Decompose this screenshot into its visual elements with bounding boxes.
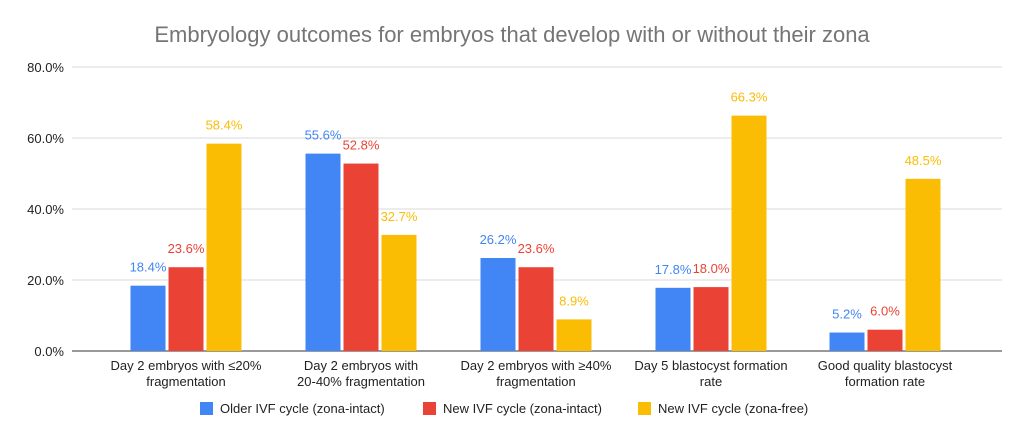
bar xyxy=(556,319,592,351)
legend-swatch xyxy=(423,402,436,415)
bar xyxy=(693,287,729,351)
x-axis: Day 2 embryos with ≤20% fragmentation Day … xyxy=(111,358,953,389)
legend: Older IVF cycle (zona-intact) New IVF cyc… xyxy=(200,401,808,416)
bar xyxy=(168,267,204,351)
chart-title: Embryology outcomes for embryos that dev… xyxy=(154,22,870,47)
bar xyxy=(130,285,166,351)
bars xyxy=(130,115,941,351)
legend-label: New IVF cycle (zona-intact) xyxy=(443,401,602,416)
bar xyxy=(381,234,417,351)
data-label: 48.5% xyxy=(905,153,942,168)
bar xyxy=(343,163,379,351)
data-label: 17.8% xyxy=(655,262,692,277)
bar xyxy=(480,257,516,351)
x-tick-label: Good quality blastocyst formation rate xyxy=(818,358,953,389)
y-tick-label: 40.0% xyxy=(27,202,64,217)
y-tick-label: 60.0% xyxy=(27,131,64,146)
legend-swatch xyxy=(638,402,651,415)
bar xyxy=(655,287,691,351)
data-label: 6.0% xyxy=(870,304,900,319)
data-label: 18.0% xyxy=(693,261,730,276)
x-tick-label: Day 5 blastocyst formation rate xyxy=(634,358,787,389)
x-tick-label: Day 2 embryos with ≤20% fragmentation xyxy=(111,358,262,389)
bar xyxy=(206,143,242,351)
y-tick-label: 0.0% xyxy=(34,344,64,359)
legend-label: Older IVF cycle (zona-intact) xyxy=(220,401,385,416)
bar xyxy=(518,267,554,351)
data-label: 55.6% xyxy=(305,128,342,143)
data-labels: 18.4%23.6%58.4%55.6%52.8%32.7%26.2%23.6%… xyxy=(130,90,942,322)
data-label: 8.9% xyxy=(559,293,589,308)
legend-label: New IVF cycle (zona-free) xyxy=(658,401,808,416)
bar xyxy=(305,153,341,351)
data-label: 58.4% xyxy=(206,118,243,133)
bar xyxy=(731,115,767,351)
bar xyxy=(905,178,941,351)
bar xyxy=(867,329,903,351)
y-tick-label: 80.0% xyxy=(27,60,64,75)
y-tick-label: 20.0% xyxy=(27,273,64,288)
data-label: 23.6% xyxy=(518,241,555,256)
y-axis: 0.0% 20.0% 40.0% 60.0% 80.0% xyxy=(27,60,64,359)
x-tick-label: Day 2 embryos with ≥40% fragmentation xyxy=(461,358,612,389)
legend-swatch xyxy=(200,402,213,415)
data-label: 23.6% xyxy=(168,241,205,256)
x-tick-label: Day 2 embryos with 20-40% fragmentation xyxy=(297,358,425,389)
data-label: 52.8% xyxy=(343,138,380,153)
data-label: 32.7% xyxy=(381,209,418,224)
bar xyxy=(829,332,865,351)
data-label: 66.3% xyxy=(731,90,768,105)
data-label: 5.2% xyxy=(832,307,862,322)
data-label: 26.2% xyxy=(480,232,517,247)
data-label: 18.4% xyxy=(130,260,167,275)
